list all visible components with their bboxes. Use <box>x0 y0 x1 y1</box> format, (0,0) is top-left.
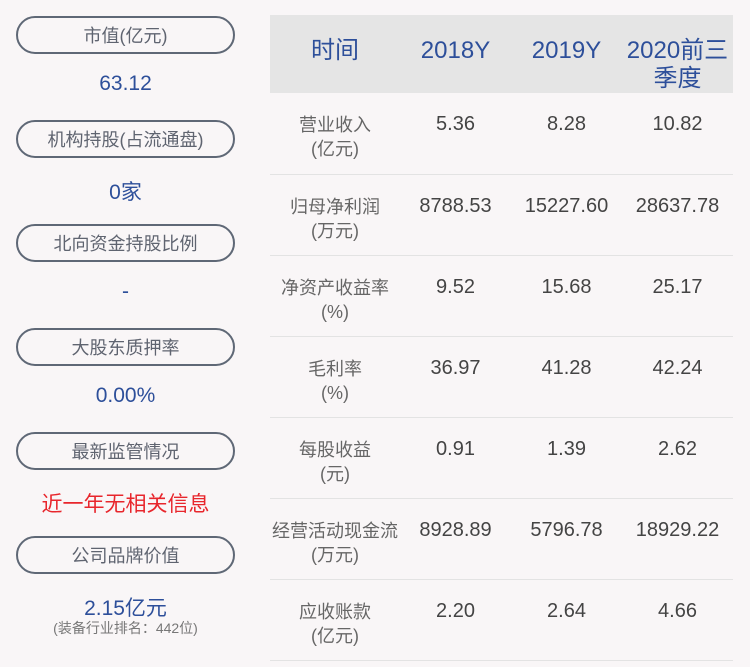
table-cell: 8.28 <box>511 93 622 175</box>
row-unit: (亿元) <box>311 625 359 646</box>
row-name: 归母净利润 <box>290 196 380 217</box>
table-row: 毛利率 (%) 36.97 41.28 42.24 <box>270 336 733 418</box>
table-cell: 1.39 <box>511 417 622 499</box>
row-name: 应收账款 <box>299 601 371 622</box>
table-cell: 15227.60 <box>511 174 622 256</box>
table-cell: 4.66 <box>622 579 733 661</box>
metric-value: 2.15亿元 <box>84 597 167 620</box>
table-row: 净资产收益率 (%) 9.52 15.68 25.17 <box>270 255 733 337</box>
table-cell: 2.20 <box>400 579 511 661</box>
metric-label: 最新监管情况 <box>16 432 235 470</box>
table-cell: 10.82 <box>622 93 733 175</box>
column-header: 2020前三季度 <box>622 15 733 93</box>
table-cell: 9.52 <box>400 255 511 337</box>
row-name: 营业收入 <box>299 115 371 135</box>
table-cell: 5.36 <box>400 93 511 175</box>
row-label: 毛利率 (%) <box>270 336 400 418</box>
row-label: 归母净利润 (万元) <box>270 174 400 256</box>
metric-label: 大股东质押率 <box>16 328 235 366</box>
metric-label: 公司品牌价值 <box>16 536 235 574</box>
row-label: 应收账款 (亿元) <box>270 579 400 661</box>
table-cell: 8788.53 <box>400 174 511 256</box>
metric-label: 北向资金持股比例 <box>16 224 235 262</box>
table-header: 时间 2018Y 2019Y 2020前三季度 <box>270 15 733 93</box>
table-row: 每股收益 (元) 0.91 1.39 2.62 <box>270 417 733 499</box>
row-unit: (万元) <box>311 220 359 241</box>
row-label: 经营活动现金流 (万元) <box>270 498 400 580</box>
metric-value: 0.00% <box>95 384 156 407</box>
row-label: 营业收入 (亿元) <box>270 93 400 175</box>
column-header: 时间 <box>270 15 400 93</box>
table-cell: 8928.89 <box>400 498 511 580</box>
table-cell: 18929.22 <box>622 498 733 580</box>
table-row: 归母净利润 (万元) 8788.53 15227.60 28637.78 <box>270 174 733 256</box>
row-name: 净资产收益率 <box>281 277 389 298</box>
table-cell: 36.97 <box>400 336 511 418</box>
row-label: 每股收益 (元) <box>270 417 400 499</box>
table-row: 应收账款 (亿元) 2.20 2.64 4.66 <box>270 579 733 661</box>
row-name: 每股收益 <box>299 439 371 460</box>
table-cell: 28637.78 <box>622 174 733 256</box>
column-header: 2018Y <box>400 15 511 93</box>
metric-note: (装备行业排名：442位) <box>53 620 198 636</box>
column-header: 2019Y <box>511 15 622 93</box>
metric-value: 0家 <box>109 181 142 204</box>
table-cell: 2.64 <box>511 579 622 661</box>
table-row: 营业收入 (亿元) 5.36 8.28 10.82 <box>270 93 733 175</box>
table-cell: 0.91 <box>400 417 511 499</box>
metric-value: 63.12 <box>99 72 152 95</box>
row-name: 毛利率 <box>308 358 362 379</box>
table-row: 经营活动现金流 (万元) 8928.89 5796.78 18929.22 <box>270 498 733 580</box>
row-unit: (%) <box>321 382 349 403</box>
metric-label: 市值(亿元) <box>16 16 235 54</box>
row-unit: (万元) <box>311 544 359 565</box>
row-name: 经营活动现金流 <box>272 520 398 541</box>
financial-table: 时间 2018Y 2019Y 2020前三季度 营业收入 (亿元) 5.36 8.28 10.… <box>270 15 733 661</box>
table-cell: 42.24 <box>622 336 733 418</box>
row-unit: (%) <box>321 301 349 322</box>
metric-value: 近一年无相关信息 <box>41 493 210 516</box>
metric-label: 机构持股(占流通盘) <box>16 120 235 158</box>
row-unit: (元) <box>320 463 350 484</box>
table-cell: 15.68 <box>511 255 622 337</box>
metric-value: - <box>122 280 129 303</box>
table-cell: 41.28 <box>511 336 622 418</box>
row-unit: (亿元) <box>311 139 359 159</box>
table-cell: 25.17 <box>622 255 733 337</box>
row-label: 净资产收益率 (%) <box>270 255 400 337</box>
table-cell: 2.62 <box>622 417 733 499</box>
table-cell: 5796.78 <box>511 498 622 580</box>
